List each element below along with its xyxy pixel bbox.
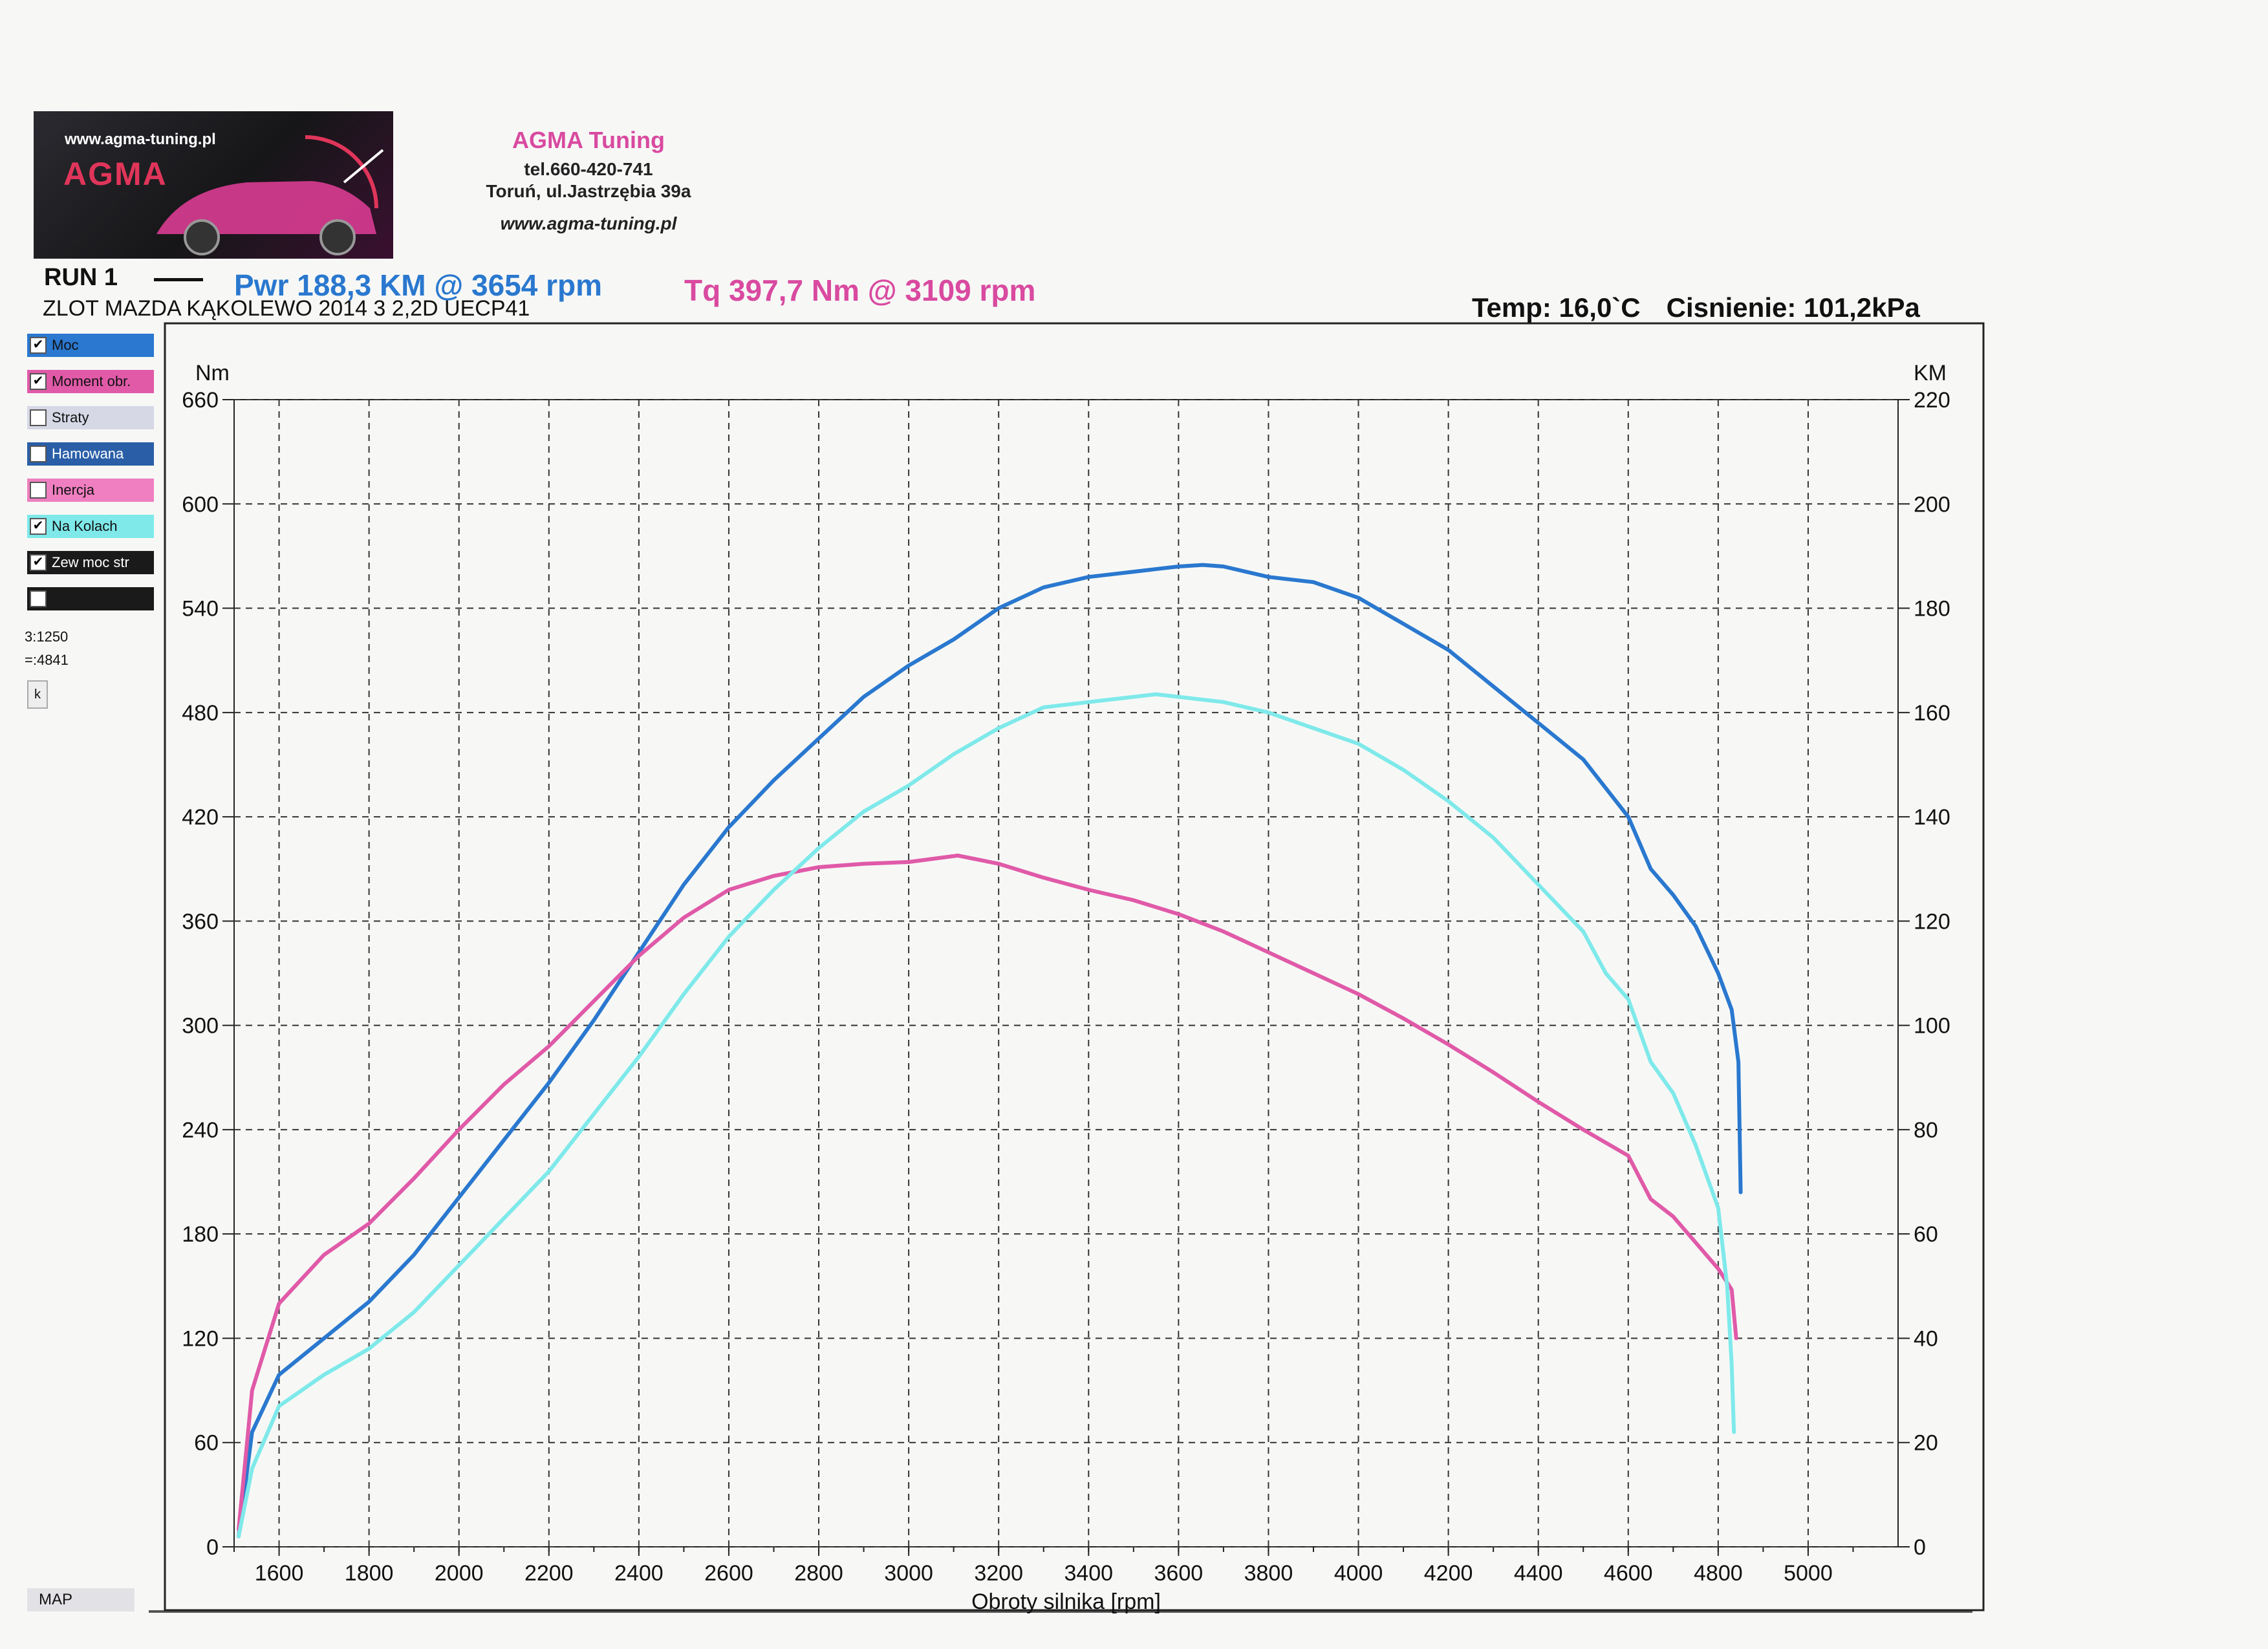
pressure: Cisnienie: 101,2kPa [1666,292,1920,323]
series-checkbox-label: Straty [52,409,89,426]
company-info: AGMA Tuning tel.660-420-741 Toruń, ul.Ja… [440,127,737,234]
logo-brand: AGMA [63,156,167,192]
y-right-tick-label: 100 [1914,1014,1950,1039]
checkbox-icon[interactable] [30,409,47,426]
series-checkbox-hamowana[interactable]: Hamowana [27,442,154,466]
y-left-tick-label: 480 [182,701,219,726]
torque-summary: Tq 397,7 Nm @ 3109 rpm [684,274,1036,307]
x-tick-label: 4200 [1424,1561,1473,1586]
x-tick-label: 1600 [255,1561,304,1586]
bottom-scrollbar[interactable] [149,1610,1972,1613]
environment-info: Temp: 16,0`C Cisnienie: 101,2kPa [1472,292,1920,323]
series-checkbox-label: Hamowana [52,446,124,462]
y-left-tick-label: 600 [182,492,219,517]
y-right-tick-label: 200 [1914,492,1950,517]
y-left-axis-label: Nm [195,361,230,385]
company-name: AGMA Tuning [512,127,665,153]
y-right-tick-label: 160 [1914,701,1950,726]
series-checkbox-label: Moment obr. [52,373,131,389]
x-tick-label: 3800 [1244,1561,1293,1586]
x-tick-label: 3000 [884,1561,933,1586]
company-phone: tel.660-420-741 [524,159,653,179]
x-tick-label: 5000 [1784,1561,1833,1586]
y-left-tick-label: 420 [182,805,219,830]
y-left-tick-label: 360 [182,909,219,934]
x-tick-label: 4600 [1604,1561,1653,1586]
x-tick-label: 2200 [524,1561,574,1586]
x-tick-label: 3400 [1064,1561,1113,1586]
car-logo-graphic [157,135,384,255]
company-website: www.agma-tuning.pl [500,213,677,233]
series-checkbox-straty[interactable]: Straty [27,406,154,429]
series-checkbox-label: Na Kolach [52,518,118,534]
run-description: ZLOT MAZDA KĄKOLEWO 2014 3 2,2D UECP41 [43,296,530,321]
checkbox-icon[interactable]: ✔ [30,373,47,390]
y-right-tick-label: 180 [1914,597,1950,621]
y-right-tick-label: 80 [1914,1118,1938,1143]
series-checkbox-zew-moc-str[interactable]: ✔ Zew moc str [27,551,154,574]
series-line-moc [237,563,1743,1538]
agma-logo: www.agma-tuning.pl AGMA [34,111,393,259]
y-left-tick-label: 540 [182,597,219,621]
series-line-na-kolach [237,692,1736,1538]
x-tick-label: 3200 [974,1561,1023,1586]
y-left-tick-label: 60 [194,1431,219,1456]
series-checkbox-moment-obr[interactable]: ✔ Moment obr. [27,370,154,393]
y-right-tick-label: 220 [1914,388,1950,413]
company-address: Toruń, ul.Jastrzębia 39a [486,181,691,201]
y-left-tick-label: 0 [206,1535,219,1560]
x-tick-label: 2400 [614,1561,664,1586]
map-button[interactable]: MAP [27,1588,135,1611]
y-left-tick-label: 240 [182,1118,219,1143]
info-text-2: =:4841 [25,652,69,668]
x-tick-label: 2800 [794,1561,843,1586]
logo-url: www.agma-tuning.pl [65,131,216,148]
info-text-1: 3:1250 [25,629,69,645]
x-tick-label: 1800 [345,1561,394,1586]
x-tick-label: 4000 [1334,1561,1383,1586]
y-right-axis-label: KM [1914,361,1947,385]
x-axis-label: Obroty silnika [rpm] [971,1590,1161,1614]
checkbox-icon[interactable] [30,446,47,462]
temperature: Temp: 16,0`C [1472,292,1641,323]
run-label: RUN 1 [44,264,118,291]
plot-area [233,399,1899,1547]
x-tick-label: 4800 [1694,1561,1743,1586]
series-checkbox-label: Inercja [52,482,95,498]
y-left-tick-label: 660 [182,388,219,413]
y-left-tick-label: 180 [182,1222,219,1247]
y-right-tick-label: 0 [1914,1535,1926,1560]
checkbox-icon[interactable]: ✔ [30,554,47,571]
y-right-tick-label: 20 [1914,1431,1938,1456]
y-left-tick-label: 120 [182,1326,219,1351]
k-button[interactable]: k [27,680,48,709]
series-checkbox-moc[interactable]: ✔ Moc [27,334,154,357]
chart-frame [164,322,1985,1611]
series-checkbox-label: Moc [52,337,79,353]
power-summary: Pwr 188,3 KM @ 3654 rpm [234,268,603,302]
checkbox-icon[interactable] [30,482,47,499]
series-checkbox-na-kolach[interactable]: ✔ Na Kolach [27,515,154,538]
series-checkbox-label: Zew moc str [52,554,129,570]
x-tick-label: 2600 [704,1561,753,1586]
run-legend-line [154,278,203,281]
checkbox-icon[interactable]: ✔ [30,337,47,354]
checkbox-icon[interactable]: ✔ [30,518,47,535]
y-left-tick-label: 300 [182,1014,219,1039]
x-tick-label: 4400 [1514,1561,1563,1586]
series-checkbox-blank[interactable] [27,587,154,610]
y-right-tick-label: 40 [1914,1326,1938,1351]
series-checkbox-inercja[interactable]: Inercja [27,479,154,502]
x-tick-label: 3600 [1154,1561,1204,1586]
checkbox-icon[interactable] [30,590,47,607]
series-line-moment-obr [237,854,1738,1532]
y-right-tick-label: 140 [1914,805,1950,830]
y-right-tick-label: 60 [1914,1222,1938,1247]
y-right-tick-label: 120 [1914,909,1950,934]
x-tick-label: 2000 [435,1561,484,1586]
